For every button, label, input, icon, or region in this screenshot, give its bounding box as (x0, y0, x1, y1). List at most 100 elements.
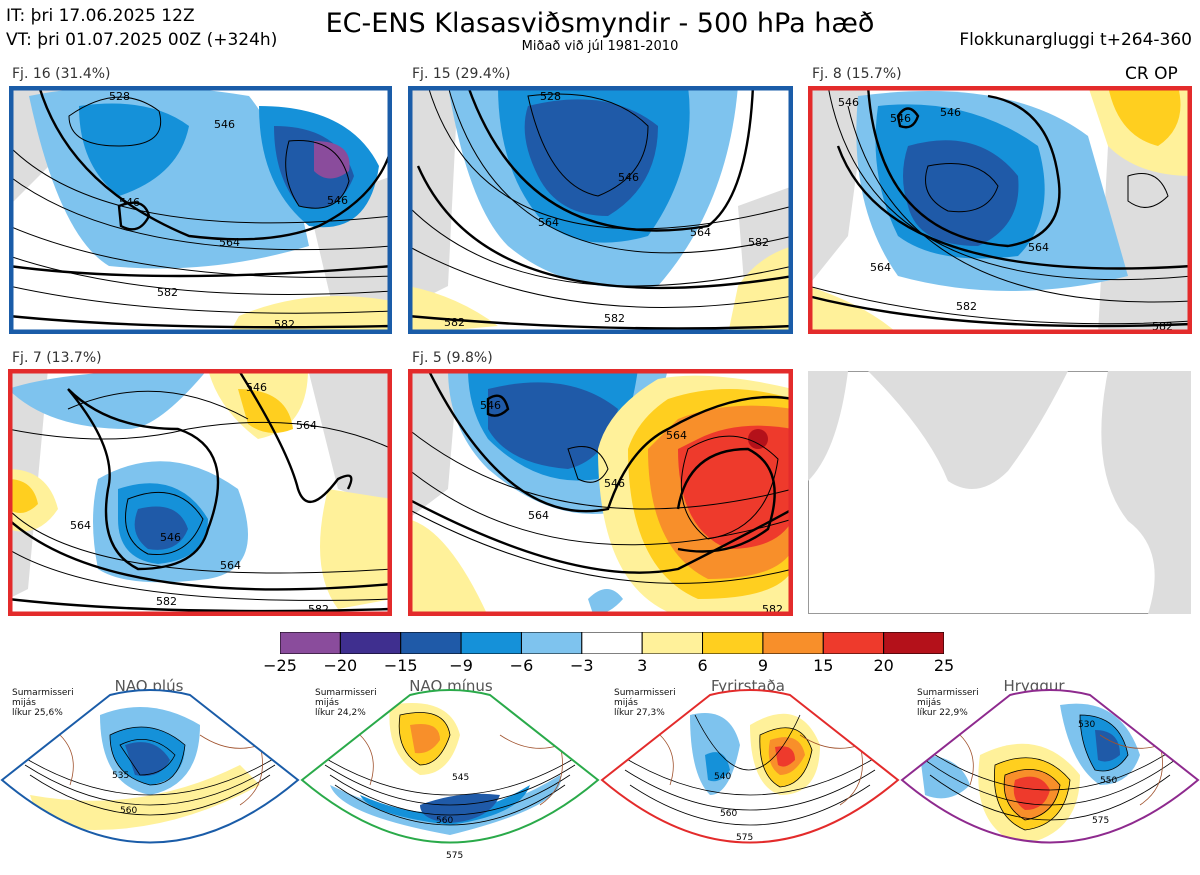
contour-label: 550 (1100, 776, 1117, 786)
colorbar-swatch (641, 631, 704, 655)
contour-label: 564 (219, 236, 240, 249)
contour-label: 530 (1078, 720, 1095, 730)
cluster-map-4: 546 564 546 564 564 582 582 (8, 369, 392, 616)
contour-label: 582 (604, 312, 625, 325)
colorbar-tick-label: −6 (509, 656, 534, 675)
regime-frame (0, 689, 300, 844)
colorbar-tick-label: 6 (697, 656, 708, 675)
panel-frame (8, 369, 392, 616)
colorbar-swatch (883, 631, 945, 655)
contour-label: 546 (160, 531, 181, 544)
panel-frame (9, 86, 392, 334)
colorbar-tick-label: 9 (757, 656, 768, 675)
colorbar-tick-label: −20 (323, 656, 358, 675)
regime-frame (900, 689, 1200, 844)
colorbar-swatch (581, 631, 643, 655)
regime-frame (300, 689, 600, 844)
regime-note-3: Sumarmisseri mijás líkur 27,3% (614, 688, 676, 718)
contour-label: 546 (214, 118, 235, 131)
contour-label: 546 (327, 194, 348, 207)
regime-map-blocking: 540 560 575 (600, 675, 900, 871)
contour-label: 564 (220, 559, 241, 572)
colorbar-tick-label: 25 (933, 656, 955, 675)
colorbar-swatch (702, 631, 764, 655)
header-times: IT: þri 17.06.2025 12Z VT: þri 01.07.202… (6, 4, 277, 52)
colorbar-swatch (400, 631, 462, 655)
page-title: EC-ENS Klasasviðsmyndir - 500 hPa hæð (325, 8, 875, 39)
contour-label: 564 (1028, 241, 1049, 254)
valid-time: VT: þri 01.07.2025 00Z (+324h) (6, 30, 278, 50)
colorbar-swatch (460, 631, 522, 655)
contour-label: 546 (940, 106, 961, 119)
contour-label: 564 (538, 216, 559, 229)
panel-label-1: Fj. 16 (31.4%) (12, 66, 111, 82)
contour-label: 575 (446, 851, 463, 861)
cluster-map-2: 528 546 564 564 582 582 582 (408, 86, 793, 334)
contour-label: 546 (119, 196, 140, 209)
contour-label: 546 (618, 171, 639, 184)
issue-time: IT: þri 17.06.2025 12Z (6, 6, 195, 26)
cluster-map-1: 546 528 546 546 564 582 582 (9, 86, 392, 334)
contour-label: 582 (444, 316, 465, 329)
panel-frame (408, 86, 793, 334)
contour-label: 564 (70, 519, 91, 532)
colorbar-tick-label: −3 (570, 656, 594, 675)
regime-note-1: Sumarmisseri mijás líkur 25,6% (12, 688, 74, 718)
cluster-map-5: 546 546 564 564 582 (408, 369, 793, 616)
contour-label: 582 (274, 318, 295, 331)
contour-label: 582 (956, 300, 977, 313)
panel-label-2: Fj. 15 (29.4%) (412, 66, 511, 82)
regime-map-nao-plus: 535 560 (0, 675, 300, 871)
contour-label: 564 (296, 419, 317, 432)
colorbar-tick-label: 3 (637, 656, 648, 675)
contour-label: 560 (720, 809, 737, 819)
colorbar-tick-label: −15 (383, 656, 418, 675)
contour-label: 582 (157, 286, 178, 299)
panel-label-3: Fj. 8 (15.7%) (812, 66, 902, 82)
regime-frame (600, 689, 900, 844)
contour-label: 575 (1092, 816, 1109, 826)
contour-label: 546 (604, 477, 625, 490)
cluster-map-3: 546 546 546 564 564 582 582 (808, 86, 1192, 334)
contour-label: 560 (436, 816, 453, 826)
panel-tag: CR OP (1125, 64, 1178, 84)
contour-label: 582 (156, 595, 177, 608)
contour-label: 564 (870, 261, 891, 274)
colorbar (279, 631, 945, 658)
contour-label: 582 (748, 236, 769, 249)
contour-label: 564 (690, 226, 711, 239)
regime-map-ridge: 530 550 575 (900, 675, 1200, 871)
contour-label: 528 (109, 90, 130, 103)
contour-label: 575 (736, 833, 753, 843)
contour-label: 528 (540, 90, 561, 103)
contour-label: 560 (120, 806, 137, 816)
colorbar-tick-label: 15 (813, 656, 834, 675)
contour-label: 545 (452, 773, 469, 783)
panel-label-5: Fj. 5 (9.8%) (412, 350, 493, 366)
regime-note-4: Sumarmisseri mijás líkur 22,9% (917, 688, 979, 718)
contour-label: 546 (838, 96, 859, 109)
colorbar-swatch (339, 631, 402, 655)
colorbar-swatch (279, 631, 341, 655)
contour-label: 535 (112, 771, 129, 781)
contour-label: 546 (890, 112, 911, 125)
contour-label: 546 (480, 399, 501, 412)
contour-label: 564 (666, 429, 687, 442)
regime-map-nao-minus: 545 560 575 (300, 675, 600, 871)
panel-frame (808, 86, 1192, 334)
reference-map (808, 371, 1191, 614)
panel-label-4: Fj. 7 (13.7%) (12, 350, 102, 366)
contour-label: 564 (528, 509, 549, 522)
contour-label: 546 (246, 381, 267, 394)
page-subtitle: Miðað við júl 1981-2010 (521, 39, 679, 54)
panel-frame (408, 369, 793, 616)
contour-label: 540 (714, 772, 731, 782)
colorbar-tick-label: 20 (873, 656, 894, 675)
colorbar-swatch (822, 631, 885, 655)
colorbar-swatch (520, 631, 583, 655)
colorbar-tick-label: −25 (263, 656, 297, 675)
regime-note-2: Sumarmisseri mijás líkur 24,2% (315, 688, 377, 718)
colorbar-tick-label: −9 (449, 656, 473, 675)
colorbar-swatch (762, 631, 824, 655)
classification-window: Flokkunargluggi t+264-360 (959, 30, 1192, 50)
